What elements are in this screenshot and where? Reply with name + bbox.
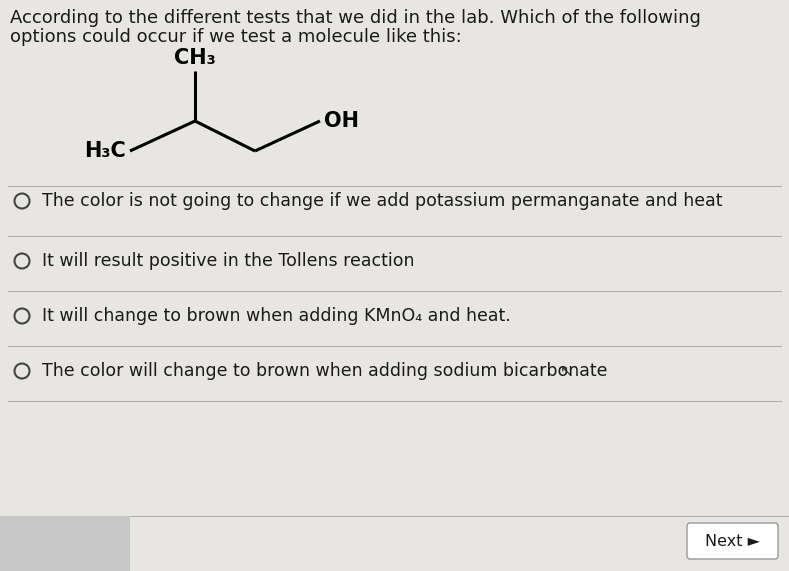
Circle shape <box>14 194 29 208</box>
Text: It will change to brown when adding KMnO₄ and heat.: It will change to brown when adding KMnO… <box>42 307 510 325</box>
Text: The color will change to brown when adding sodium bicarbonate: The color will change to brown when addi… <box>42 362 608 380</box>
FancyBboxPatch shape <box>687 523 778 559</box>
Text: CH₃: CH₃ <box>174 48 216 68</box>
Text: ↖: ↖ <box>560 364 573 379</box>
Text: options could occur if we test a molecule like this:: options could occur if we test a molecul… <box>10 28 462 46</box>
Text: It will result positive in the Tollens reaction: It will result positive in the Tollens r… <box>42 252 414 270</box>
Text: According to the different tests that we did in the lab. Which of the following: According to the different tests that we… <box>10 9 701 27</box>
Text: Next ►: Next ► <box>705 533 760 549</box>
Bar <box>0 516 130 571</box>
Text: OH: OH <box>324 111 359 131</box>
Text: The color is not going to change if we add potassium permanganate and heat: The color is not going to change if we a… <box>42 192 723 210</box>
Circle shape <box>14 308 29 324</box>
Text: H₃C: H₃C <box>84 141 126 161</box>
Circle shape <box>14 364 29 379</box>
Circle shape <box>14 254 29 268</box>
